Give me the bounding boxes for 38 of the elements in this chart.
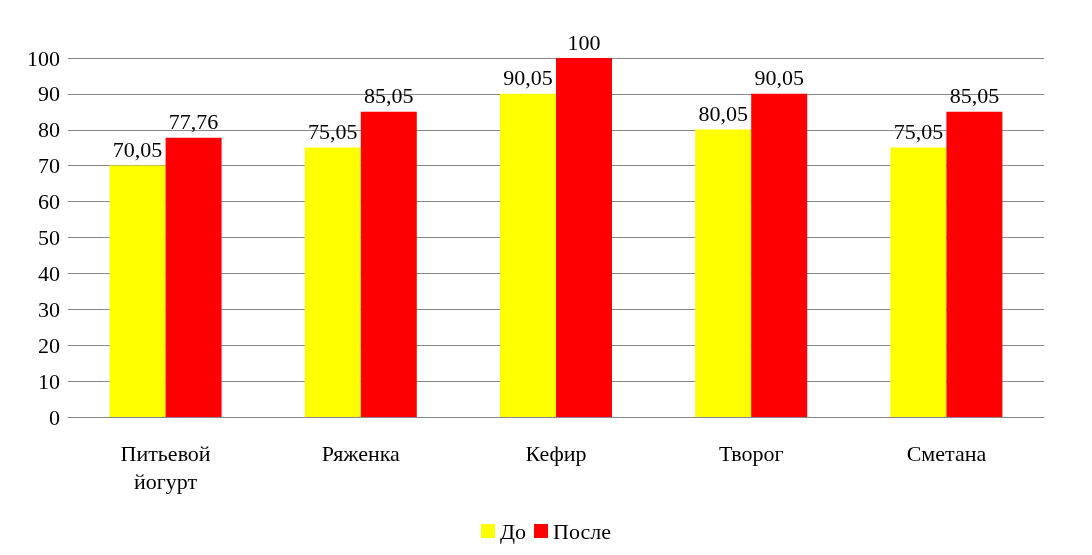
data-label: 85,05 (364, 83, 414, 109)
data-label: 80,05 (698, 101, 748, 127)
bar (946, 111, 1003, 417)
y-tick-label: 70 (38, 153, 60, 179)
y-tick-label: 80 (38, 117, 60, 143)
x-tick-label: Кефир (525, 440, 587, 466)
bar (890, 147, 947, 417)
bar (304, 147, 361, 417)
x-tick-label: Питьевой йогурт (120, 440, 211, 494)
data-label: 77,76 (168, 109, 219, 135)
legend-label: До (500, 518, 527, 544)
bar (751, 93, 808, 417)
data-label: 90,05 (503, 65, 553, 91)
bar (695, 129, 752, 417)
bar (360, 111, 417, 417)
bar (165, 137, 222, 417)
data-label: 90,05 (754, 65, 804, 91)
data-label: 100 (567, 29, 601, 55)
bar (556, 58, 612, 417)
data-label: 70,05 (112, 137, 163, 163)
data-label: 75,05 (893, 119, 944, 145)
x-tick-label: Ряженка (321, 440, 401, 466)
bar (109, 165, 166, 417)
legend-label: После (553, 518, 611, 544)
y-tick-label: 50 (38, 225, 60, 250)
y-tick-label: 60 (38, 189, 60, 215)
bar (500, 93, 556, 417)
y-tick-label: 40 (38, 260, 60, 286)
x-tick-label: Сметана (906, 440, 987, 466)
y-tick-label: 10 (38, 368, 60, 394)
y-tick-label: 0 (49, 404, 60, 430)
data-label: 75,05 (308, 119, 358, 145)
y-tick-label: 90 (38, 81, 60, 107)
x-tick-label: Творог (718, 440, 784, 466)
y-tick-label: 30 (38, 296, 60, 322)
data-label: 85,05 (949, 83, 1000, 109)
y-tick-label: 100 (27, 45, 60, 71)
y-tick-label: 20 (38, 332, 60, 358)
